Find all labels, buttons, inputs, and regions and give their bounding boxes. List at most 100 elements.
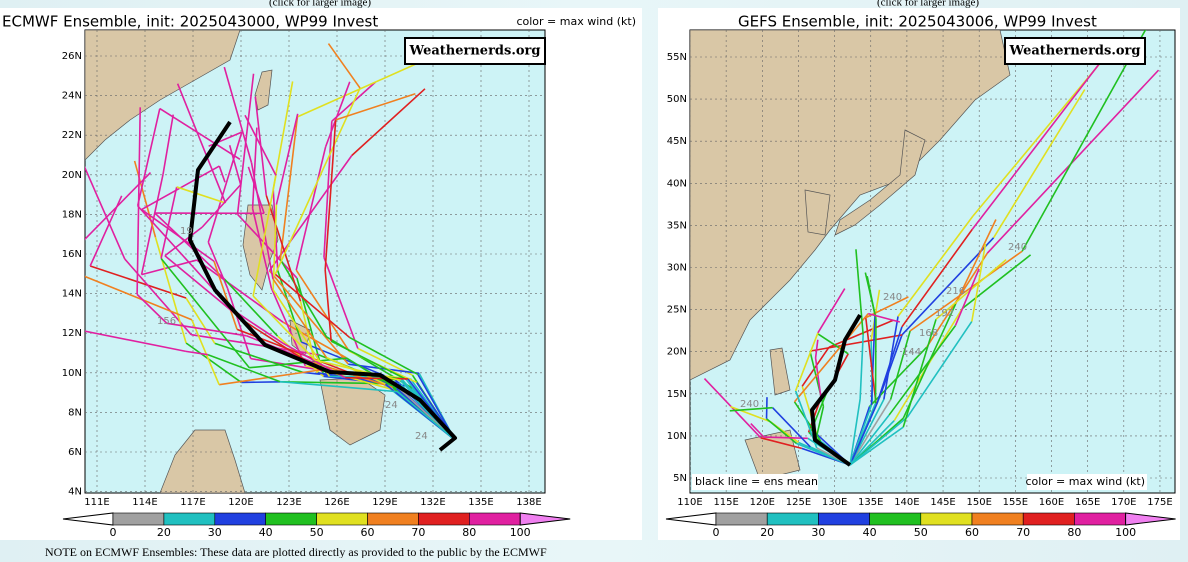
lon-label: 125E <box>786 497 811 508</box>
lat-label: 14N <box>62 289 82 300</box>
hour-label: 240 <box>1008 242 1027 253</box>
lon-label: 126E <box>324 497 349 508</box>
lon-label: 129E <box>372 497 397 508</box>
lat-label: 22N <box>62 130 82 141</box>
lat-label: 15N <box>667 389 687 400</box>
colorbar-segment <box>266 513 317 525</box>
colorbar-segment <box>972 513 1023 525</box>
colorbar-segment <box>870 513 921 525</box>
hour-label: 240 <box>883 292 902 303</box>
hour-label: 144 <box>902 347 921 358</box>
colorbar-label: 0 <box>110 526 117 539</box>
lon-label: 117E <box>180 497 205 508</box>
lat-label: 40N <box>667 178 687 189</box>
ensemble-track <box>241 382 281 383</box>
colorbar-segment <box>113 513 164 525</box>
wind-legend: color = max wind (kt) <box>1025 475 1145 488</box>
lat-label: 8N <box>68 407 82 418</box>
colorbar-label: 40 <box>259 526 273 539</box>
colorbar-label: 80 <box>1067 526 1081 539</box>
colorbar-label: 20 <box>760 526 774 539</box>
colorbar-label: 40 <box>863 526 877 539</box>
lat-label: 5N <box>673 473 687 484</box>
lon-label: 165E <box>1075 497 1100 508</box>
lat-label: 20N <box>62 170 82 181</box>
lon-label: 135E <box>858 497 883 508</box>
caption: (click for larger image) <box>269 0 371 9</box>
lat-label: 25N <box>667 305 687 316</box>
lon-label: 115E <box>713 497 738 508</box>
colorbar-label: 30 <box>208 526 222 539</box>
hour-label: 168 <box>919 328 938 339</box>
credit: Weathernerds.org <box>1009 44 1141 59</box>
lon-label: 123E <box>276 497 301 508</box>
lat-label: 16N <box>62 249 82 260</box>
colorbar-label: 100 <box>510 526 531 539</box>
lat-label: 4N <box>68 487 82 498</box>
colorbar-segment <box>921 513 972 525</box>
colorbar-label: 60 <box>965 526 979 539</box>
colorbar-segment <box>1023 513 1074 525</box>
lon-label: 114E <box>132 497 157 508</box>
hour-label: 24 <box>385 400 398 411</box>
colorbar-label: 50 <box>310 526 324 539</box>
lat-label: 50N <box>667 94 687 105</box>
lat-label: 24N <box>62 91 82 102</box>
hour-label: 19 <box>180 226 193 237</box>
colorbar-segment <box>418 513 469 525</box>
colorbar-segment <box>164 513 215 525</box>
lat-label: 55N <box>667 52 687 63</box>
lat-label: 6N <box>68 447 82 458</box>
hour-label: 216 <box>946 286 965 297</box>
lon-label: 135E <box>468 497 493 508</box>
mean-note: black line = ens mean <box>695 475 818 488</box>
lon-label: 120E <box>228 497 253 508</box>
lon-label: 132E <box>420 497 445 508</box>
caption: (click for larger image) <box>877 0 979 9</box>
colorbar-label: 60 <box>361 526 375 539</box>
hour-label: 24 <box>415 431 428 442</box>
lon-label: 110E <box>677 497 702 508</box>
colorbar-segment <box>1074 513 1125 525</box>
colorbar-label: 50 <box>914 526 928 539</box>
lat-label: 45N <box>667 136 687 147</box>
lon-label: 138E <box>516 497 541 508</box>
hour-label: 156 <box>157 316 176 327</box>
lat-label: 10N <box>62 368 82 379</box>
lon-label: 160E <box>1039 497 1064 508</box>
colorbar-segment <box>215 513 266 525</box>
lon-label: 111E <box>84 497 109 508</box>
colorbar-label: 70 <box>411 526 425 539</box>
credit: Weathernerds.org <box>409 44 541 59</box>
colorbar-segment <box>716 513 767 525</box>
colorbar-segment <box>469 513 520 525</box>
lon-label: 170E <box>1111 497 1136 508</box>
lat-label: 20N <box>667 347 687 358</box>
map-title: GEFS Ensemble, init: 2025043006, WP99 In… <box>738 13 1097 31</box>
lon-label: 155E <box>1003 497 1028 508</box>
colorbar-segment <box>317 513 368 525</box>
lat-label: 35N <box>667 220 687 231</box>
lat-label: 18N <box>62 209 82 220</box>
lon-label: 140E <box>894 497 919 508</box>
lat-label: 30N <box>667 263 687 274</box>
colorbar-label: 20 <box>157 526 171 539</box>
colorbar-segment <box>368 513 419 525</box>
lon-label: 120E <box>750 497 775 508</box>
map-title: ECMWF Ensemble, init: 2025043000, WP99 I… <box>2 13 378 31</box>
lat-label: 26N <box>62 51 82 62</box>
colorbar-label: 100 <box>1115 526 1136 539</box>
wind-legend: color = max wind (kt) <box>516 15 636 28</box>
hour-label: 192 <box>935 308 954 319</box>
lon-label: 175E <box>1147 497 1172 508</box>
lon-label: 130E <box>822 497 847 508</box>
lon-label: 150E <box>966 497 991 508</box>
note: NOTE on ECMWF Ensembles: These data are … <box>45 545 547 558</box>
lat-label: 12N <box>62 328 82 339</box>
lon-label: 145E <box>930 497 955 508</box>
lat-label: 10N <box>667 431 687 442</box>
colorbar-segment <box>818 513 869 525</box>
colorbar-label: 70 <box>1016 526 1030 539</box>
